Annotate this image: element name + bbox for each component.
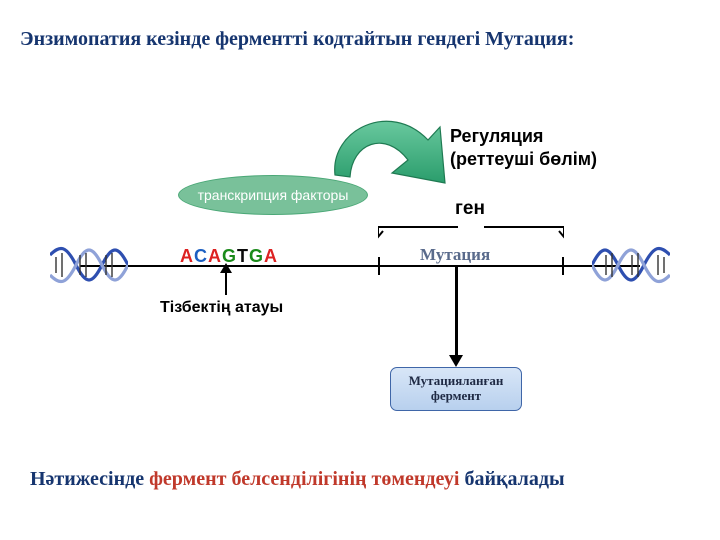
sequence-letter: G (249, 246, 264, 267)
conclusion-post: байқалады (459, 468, 564, 490)
dna-helix-left-icon (50, 245, 128, 285)
gene-bracket-icon (378, 221, 564, 239)
mutation-label: Мутация (420, 245, 490, 265)
conclusion-highlight: фермент белсенділігінің төмендеуі (149, 468, 459, 490)
gene-label: ген (455, 198, 485, 220)
mutated-enzyme-box: Мутацияланған фермент (390, 367, 522, 411)
sequence-letter: A (264, 246, 278, 267)
dna-line (80, 265, 640, 267)
regulation-line2: (реттеуші бөлім) (450, 149, 597, 169)
sequence-label: Тізбектің атауы (160, 299, 283, 317)
page-title: Энзимопатия кезінде ферментті кодтайтын … (20, 28, 700, 51)
enzyme-line2: фермент (431, 388, 481, 403)
sequence-letter: T (237, 246, 249, 267)
gene-tick-left (378, 257, 380, 275)
regulation-label: Регуляция (реттеуші бөлім) (450, 125, 597, 170)
transcription-factor-text: транскрипция факторы (198, 187, 349, 203)
transcription-factor-oval: транскрипция факторы (178, 175, 368, 215)
regulation-line1: Регуляция (450, 126, 543, 146)
mutation-arrow-icon (455, 267, 458, 357)
sequence-arrow-icon (225, 271, 227, 295)
enzyme-line1: Мутацияланған (409, 373, 504, 388)
sequence-letter: A (180, 246, 194, 267)
sequence-letter: C (194, 246, 208, 267)
dna-helix-right-icon (592, 245, 670, 285)
title-text: Энзимопатия кезінде ферментті кодтайтын … (20, 28, 574, 50)
conclusion-text: Нәтижесінде фермент белсенділігінің төме… (30, 468, 690, 491)
gene-tick-right (562, 257, 564, 275)
gene-diagram: Регуляция (реттеуші бөлім) транскрипция … (60, 95, 660, 415)
conclusion-pre: Нәтижесінде (30, 468, 149, 490)
